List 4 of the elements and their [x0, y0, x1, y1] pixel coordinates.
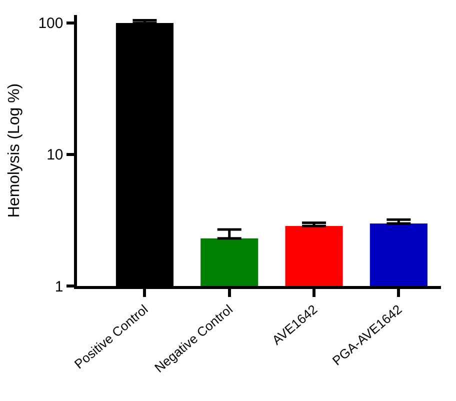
- y-tick-label: 10: [46, 146, 64, 164]
- y-tick-label: 1: [54, 278, 64, 296]
- y-tick-label: 100: [38, 15, 64, 32]
- y-axis-title: Hemolysis (Log %): [6, 83, 24, 218]
